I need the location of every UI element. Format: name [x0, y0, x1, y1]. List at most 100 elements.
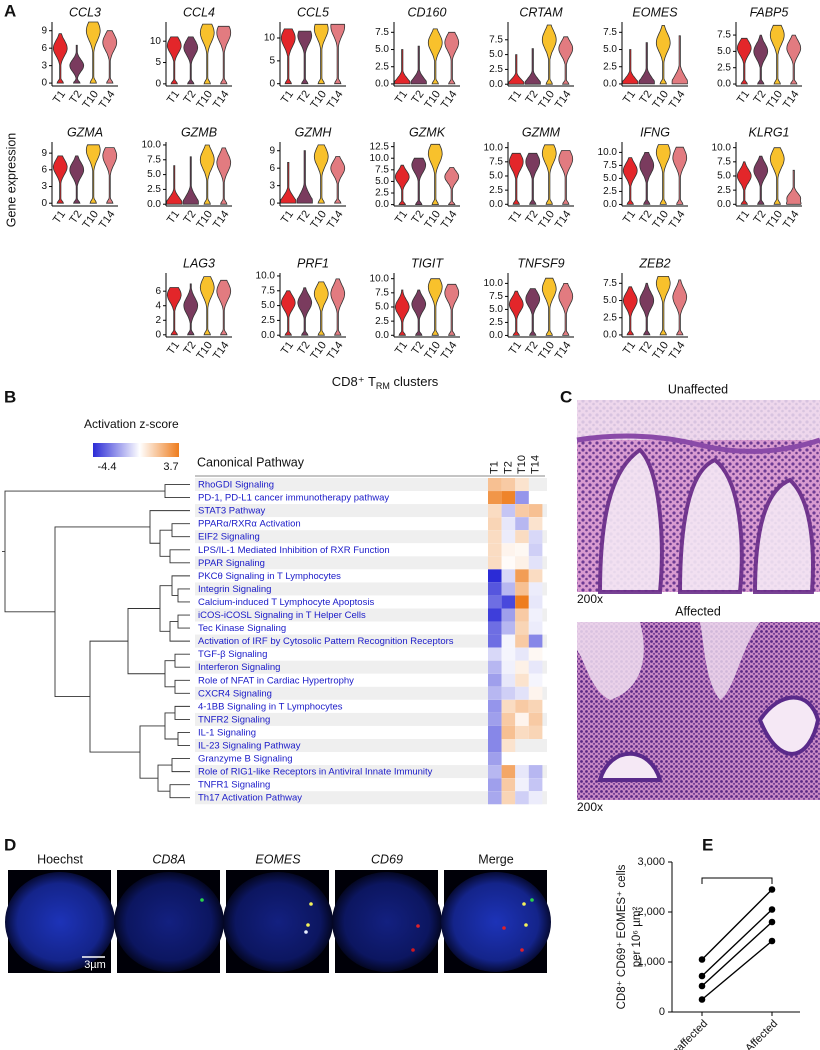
pair-line [701, 889, 773, 960]
y-tick-label: 6 [41, 164, 47, 175]
heatmap-cell [515, 569, 529, 583]
heatmap-cell [515, 712, 529, 726]
scale-bar-label: 3µm [84, 959, 106, 971]
gene-title: GZMM [522, 125, 561, 139]
heatmap-cell [501, 621, 516, 635]
y-tick-label: 2 [155, 315, 161, 326]
heatmap-cell [528, 778, 543, 792]
panel-label: A [4, 1, 16, 20]
y-tick-label: 7.5 [489, 156, 503, 167]
heatmap-cell [501, 725, 516, 739]
x-tick-label: T14 [667, 340, 688, 362]
panel-label: E [702, 835, 713, 854]
heatmap-cell [488, 752, 502, 766]
violin [280, 162, 297, 204]
heatmap-cell [501, 517, 516, 531]
heatmap-cell [488, 725, 502, 739]
row-stripe [195, 647, 547, 661]
x-tick-label: T14 [553, 209, 574, 231]
pathway-label: Integrin Signaling [198, 584, 271, 595]
x-tick-label: T10 [308, 209, 329, 231]
column-label: T2 [502, 461, 514, 474]
violin [525, 288, 541, 336]
row-stripe [195, 765, 547, 779]
y-tick-label: 2.5 [489, 317, 503, 328]
y-tick-label: 5 [155, 57, 161, 68]
violin [199, 276, 215, 336]
column-label: T1 [489, 461, 501, 474]
y-tick-label: 2.5 [261, 315, 275, 326]
violin [444, 283, 460, 336]
x-tick-label: T14 [325, 89, 346, 111]
violin [638, 42, 655, 85]
violin [313, 144, 329, 204]
x-tick-label: T14 [553, 340, 574, 362]
y-tick-label: 3 [269, 180, 275, 191]
violin [199, 23, 215, 85]
row-stripe [195, 478, 547, 492]
heatmap-cell [515, 686, 529, 700]
nucleus [5, 872, 115, 972]
y-tick-label: 5.0 [603, 173, 617, 184]
point [768, 937, 776, 945]
x-tick-label: T1 [735, 209, 752, 226]
y-tick-label: 2.5 [375, 61, 389, 72]
heatmap-cell [501, 686, 516, 700]
violin [541, 277, 557, 336]
heatmap-cell [501, 699, 516, 713]
heatmap-cell [501, 569, 516, 583]
violin [753, 155, 769, 205]
heatmap-cell [528, 712, 543, 726]
signal-dot [411, 948, 415, 952]
y-tick-label: 0.0 [717, 199, 731, 210]
heatmap-cell [515, 530, 529, 544]
y-tick-label: 7.5 [147, 154, 161, 165]
y-tick-label: 1,000 [637, 956, 665, 968]
row-stripe [195, 712, 547, 726]
gene-title: PRF1 [297, 256, 329, 270]
x-tick-label: T10 [650, 340, 671, 362]
y-tick-label: 10 [150, 36, 162, 47]
pathway-label: iCOS-iCOSL Signaling in T Helper Cells [198, 610, 366, 621]
y-tick-label: 5.0 [717, 46, 731, 57]
violin [786, 34, 802, 85]
row-stripe [195, 530, 547, 544]
violin [671, 35, 688, 85]
pair-line [701, 940, 773, 1001]
heatmap-cell [528, 608, 543, 622]
signal-dot [502, 926, 506, 930]
heatmap-cell [501, 543, 516, 557]
gene-title: CCL4 [183, 5, 215, 19]
y-tick-label: 2.5 [603, 61, 617, 72]
y-tick-label: 10.0 [370, 153, 390, 164]
violin [410, 45, 427, 85]
row-stripe [195, 634, 547, 648]
pathway-label: STAT3 Pathway [198, 506, 265, 517]
violin [639, 282, 655, 336]
heatmap-cell [501, 504, 516, 518]
violin [427, 278, 443, 336]
column-label: T10 [516, 455, 528, 474]
heatmap-cell [488, 595, 502, 609]
violin [166, 165, 183, 205]
row-stripe [195, 582, 547, 596]
y-tick-label: 2.5 [147, 184, 161, 195]
heatmap-cell [488, 621, 502, 635]
heatmap-cell [488, 530, 502, 544]
point [698, 982, 706, 990]
x-tick-label: T10 [80, 209, 101, 231]
heatmap-cell [488, 647, 502, 661]
heatmap-cell [515, 491, 529, 505]
heatmap-cell [488, 765, 502, 779]
image-title: Affected [675, 604, 721, 618]
y-tick-label: 10.0 [256, 271, 276, 282]
signal-dot [416, 924, 420, 928]
pathway-label: CXCR4 Signaling [198, 688, 272, 699]
row-stripe [195, 686, 547, 700]
heatmap-cell [515, 765, 529, 779]
heatmap-cell [488, 673, 502, 687]
y-tick-label: 7.5 [375, 27, 389, 38]
heatmap-cell [515, 791, 529, 805]
y-tick-label: 12.5 [370, 141, 390, 152]
heatmap-cell [488, 543, 502, 557]
